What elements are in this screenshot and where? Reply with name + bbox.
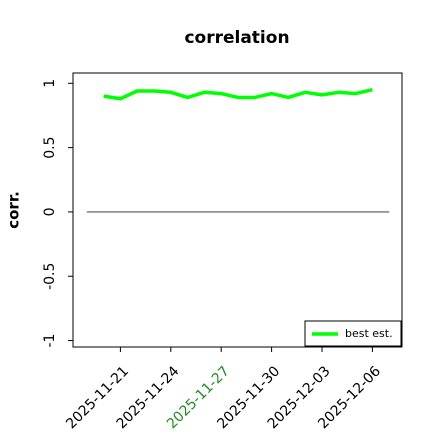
y-tick-label: 0 [42,207,58,216]
y-tick-label: -0.5 [42,263,58,290]
chart-title: correlation [184,28,289,48]
plot-frame [72,72,403,348]
y-tick-label: 0.5 [42,136,58,158]
y-tick-label: 1 [42,79,58,88]
data-line [103,88,373,101]
y-tick-label: -1 [42,334,58,348]
legend-label: best est. [345,327,393,340]
legend: best est. [304,320,402,347]
y-axis-label: corr. [5,191,23,229]
